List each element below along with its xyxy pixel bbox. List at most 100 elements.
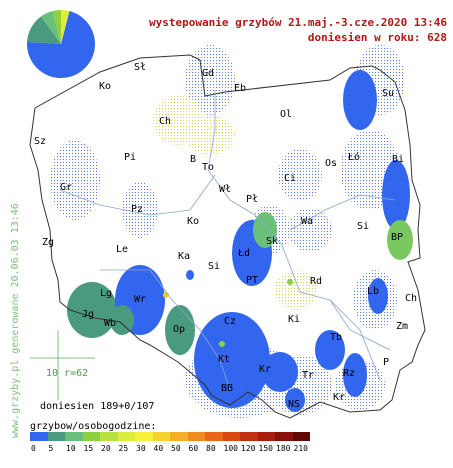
city-label: Sk bbox=[266, 236, 278, 247]
density-areas bbox=[67, 70, 413, 412]
city-label: Bi bbox=[392, 154, 404, 165]
city-label: Sł bbox=[134, 62, 146, 73]
legend-swatch bbox=[257, 432, 275, 441]
city-label: Kr bbox=[259, 364, 271, 375]
legend-swatch bbox=[275, 432, 293, 441]
legend-swatch bbox=[100, 432, 118, 441]
city-label: Sz bbox=[34, 136, 46, 147]
legend-tick: 50 bbox=[171, 444, 181, 453]
legend-tick: 25 bbox=[118, 444, 129, 453]
city-label: Kt bbox=[218, 354, 230, 365]
city-label: Wb bbox=[104, 318, 116, 329]
legend-color-bar bbox=[30, 432, 310, 441]
country-border bbox=[29, 54, 426, 419]
city-label: Gd bbox=[202, 68, 214, 79]
pie-slice bbox=[60, 10, 70, 44]
pie-slice bbox=[27, 16, 62, 44]
city-label: To bbox=[202, 162, 214, 173]
city-label: Kr bbox=[333, 392, 345, 403]
legend-tick: 10 bbox=[66, 444, 76, 453]
legend-tick: 80 bbox=[206, 444, 216, 453]
city-label: Tr bbox=[302, 370, 314, 381]
city-label: NS bbox=[288, 399, 300, 410]
city-label: Su bbox=[382, 88, 394, 99]
city-label: Ch bbox=[405, 293, 417, 304]
legend-swatch bbox=[187, 432, 205, 441]
city-label: Jg bbox=[82, 309, 94, 320]
city-labels: Sł Gd Ko Eb Su Ol Ch Sz Pi B Łó Bi To Os Ci Gr Wł Pł Pz Ko W… bbox=[34, 62, 417, 410]
city-label: Wa bbox=[301, 216, 313, 227]
map-title: wystepowanie grzybów 21.maj.-3.cze.2020 … bbox=[148, 16, 447, 29]
city-label: Os bbox=[325, 158, 337, 169]
city-label: Wr bbox=[134, 294, 146, 305]
legend-swatch bbox=[205, 432, 223, 441]
reports-count: doniesien w roku: 628 bbox=[307, 31, 447, 44]
city-label: Wł bbox=[219, 184, 231, 195]
city-label: Rz bbox=[343, 368, 355, 379]
city-label: Pi bbox=[124, 152, 136, 163]
legend-swatch bbox=[47, 432, 65, 441]
city-label: Łó bbox=[347, 151, 360, 163]
pie-chart bbox=[26, 10, 95, 79]
legend-swatch bbox=[30, 432, 48, 441]
city-label: B bbox=[190, 154, 196, 165]
city-label: Rd bbox=[310, 276, 322, 287]
city-label: Ka bbox=[178, 251, 190, 262]
city-label: Łd bbox=[237, 248, 250, 259]
reports-summary: doniesien 189+0/107 bbox=[40, 401, 155, 412]
city-label: Si bbox=[357, 221, 369, 232]
city-label: Le bbox=[116, 244, 128, 255]
city-label: Gr bbox=[60, 182, 72, 193]
legend-swatch bbox=[222, 432, 240, 441]
legend-swatch bbox=[152, 432, 170, 441]
city-label: Cz bbox=[224, 316, 236, 327]
legend-tick: 60 bbox=[188, 444, 199, 453]
legend-swatch bbox=[117, 432, 135, 441]
legend-swatch bbox=[292, 432, 310, 441]
legend-tick: 210 bbox=[293, 444, 308, 453]
legend-swatch bbox=[135, 432, 153, 441]
city-label: Ko bbox=[187, 216, 199, 227]
legend-tick: 40 bbox=[153, 444, 164, 453]
city-label: BP bbox=[391, 232, 403, 243]
city-label: Ch bbox=[159, 116, 171, 127]
scale-label: 10 r=62 bbox=[46, 368, 89, 379]
city-label: Pz bbox=[131, 204, 143, 215]
generated-label: www.grzyby.pl generowane 20.06.03 13:46 bbox=[10, 203, 21, 438]
rivers bbox=[59, 90, 396, 391]
city-label: Lg bbox=[100, 288, 112, 299]
legend-tick: 150 bbox=[258, 444, 273, 453]
city-label: Op bbox=[173, 324, 185, 335]
city-label: Zg bbox=[42, 237, 54, 248]
city-label: Ol bbox=[280, 109, 292, 120]
city-label: Zm bbox=[396, 321, 408, 332]
legend-swatch bbox=[65, 432, 83, 441]
city-label: Eb bbox=[234, 83, 246, 94]
legend-tick: 20 bbox=[101, 444, 111, 453]
city-label: PT bbox=[246, 275, 258, 286]
city-label: Tb bbox=[330, 332, 342, 343]
legend-title: grzybow/osobogodzine: bbox=[30, 421, 157, 432]
pie-slice bbox=[52, 10, 61, 44]
scale-crosshair bbox=[30, 330, 95, 400]
legend-tick: 100 bbox=[223, 444, 238, 453]
city-label: Ko bbox=[99, 81, 111, 92]
city-label: Ci bbox=[284, 173, 296, 184]
city-label: P bbox=[383, 357, 389, 368]
city-label: Pł bbox=[246, 194, 258, 205]
pie-slice bbox=[40, 11, 61, 44]
city-label: BB bbox=[221, 383, 233, 394]
legend-tick: 30 bbox=[136, 444, 146, 453]
city-label: Ki bbox=[288, 314, 300, 325]
legend-tick: 180 bbox=[276, 444, 291, 453]
city-label: Si bbox=[208, 261, 220, 272]
city-label: Lb bbox=[367, 286, 379, 297]
legend-swatch bbox=[170, 432, 188, 441]
legend-tick: 0 bbox=[31, 444, 36, 453]
legend-tick: 5 bbox=[48, 444, 54, 453]
legend-swatch bbox=[82, 432, 100, 441]
legend-tick: 15 bbox=[83, 444, 94, 453]
legend-swatch bbox=[240, 432, 258, 441]
legend-tick: 120 bbox=[241, 444, 256, 453]
